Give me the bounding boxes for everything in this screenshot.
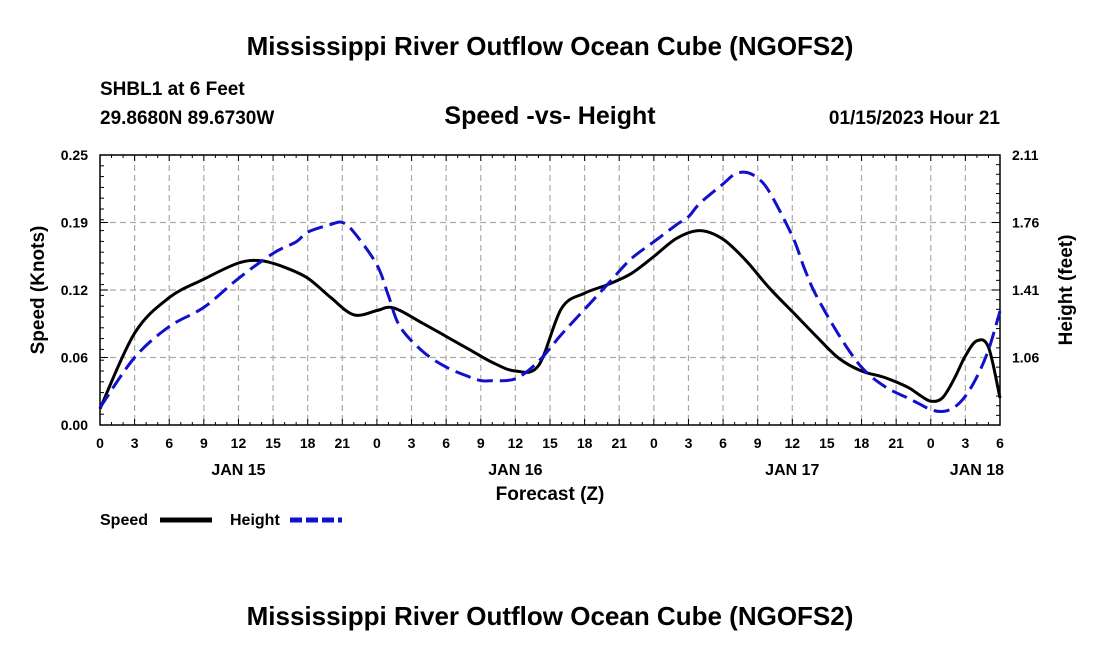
day-label: JAN 15 bbox=[211, 462, 265, 479]
x-tick-label: 21 bbox=[611, 435, 627, 451]
x-tick-label: 21 bbox=[888, 435, 904, 451]
coordinates-label: 29.8680N 89.6730W bbox=[100, 108, 274, 129]
x-tick-label: 9 bbox=[200, 435, 208, 451]
x-tick-label: 3 bbox=[408, 435, 416, 451]
x-tick-label: 0 bbox=[373, 435, 381, 451]
x-tick-label: 6 bbox=[996, 435, 1004, 451]
x-tick-label: 0 bbox=[927, 435, 935, 451]
x-tick-label: 3 bbox=[961, 435, 969, 451]
x-tick-label: 12 bbox=[231, 435, 247, 451]
day-label: JAN 16 bbox=[488, 462, 542, 479]
footer-title: Mississippi River Outflow Ocean Cube (NG… bbox=[247, 601, 854, 631]
gridlines bbox=[100, 154, 1000, 425]
day-label: JAN 17 bbox=[765, 462, 819, 479]
station-label: SHBL1 at 6 Feet bbox=[100, 79, 245, 100]
legend-speed-label: Speed bbox=[100, 512, 148, 529]
day-label: JAN 18 bbox=[950, 462, 1004, 479]
x-tick-label: 6 bbox=[442, 435, 450, 451]
y-right-tick-label: 1.76 bbox=[1012, 215, 1039, 231]
y-left-tick-label: 0.00 bbox=[61, 417, 88, 433]
x-tick-label: 15 bbox=[819, 435, 835, 451]
x-tick-label: 12 bbox=[785, 435, 801, 451]
y-axis-right-label: Height (feet) bbox=[1056, 235, 1077, 346]
y-left-tick-label: 0.25 bbox=[61, 147, 88, 163]
x-tick-label: 21 bbox=[335, 435, 351, 451]
x-tick-label: 0 bbox=[650, 435, 658, 451]
x-tick-label: 18 bbox=[577, 435, 593, 451]
forecast-timestamp: 01/15/2023 Hour 21 bbox=[829, 108, 1001, 129]
series-line-height bbox=[98, 170, 1002, 414]
x-tick-label: 0 bbox=[96, 435, 104, 451]
x-axis-label: Forecast (Z) bbox=[496, 484, 605, 505]
y-left-tick-label: 0.12 bbox=[61, 282, 88, 298]
axes: 0 3 6 9 12 15 18 21 0 3 6 9 12 15 18 21 0 3 6 9 12 15 18 21 0 3 6 J… bbox=[61, 147, 1040, 479]
x-tick-label: 18 bbox=[300, 435, 316, 451]
x-tick-label: 9 bbox=[754, 435, 762, 451]
y-right-tick-label: 1.41 bbox=[1012, 282, 1039, 298]
x-tick-label: 12 bbox=[508, 435, 524, 451]
y-right-tick-label: 2.11 bbox=[1012, 147, 1039, 163]
x-tick-label: 6 bbox=[719, 435, 727, 451]
x-tick-label: 3 bbox=[131, 435, 139, 451]
chart-title: Speed -vs- Height bbox=[444, 102, 656, 130]
legend-height-label: Height bbox=[230, 512, 280, 529]
x-tick-label: 6 bbox=[165, 435, 173, 451]
legend: Speed Height bbox=[100, 512, 342, 529]
y-right-tick-label: 1.06 bbox=[1012, 350, 1039, 366]
x-tick-label: 18 bbox=[854, 435, 870, 451]
y-left-tick-label: 0.06 bbox=[61, 350, 88, 366]
page-title: Mississippi River Outflow Ocean Cube (NG… bbox=[247, 31, 854, 61]
x-tick-label: 15 bbox=[542, 435, 558, 451]
x-tick-label: 3 bbox=[685, 435, 693, 451]
y-axis-left-label: Speed (Knots) bbox=[28, 226, 49, 355]
y-left-tick-label: 0.19 bbox=[61, 215, 88, 231]
x-tick-label: 15 bbox=[265, 435, 281, 451]
series-group bbox=[98, 170, 1002, 414]
x-tick-label: 9 bbox=[477, 435, 485, 451]
